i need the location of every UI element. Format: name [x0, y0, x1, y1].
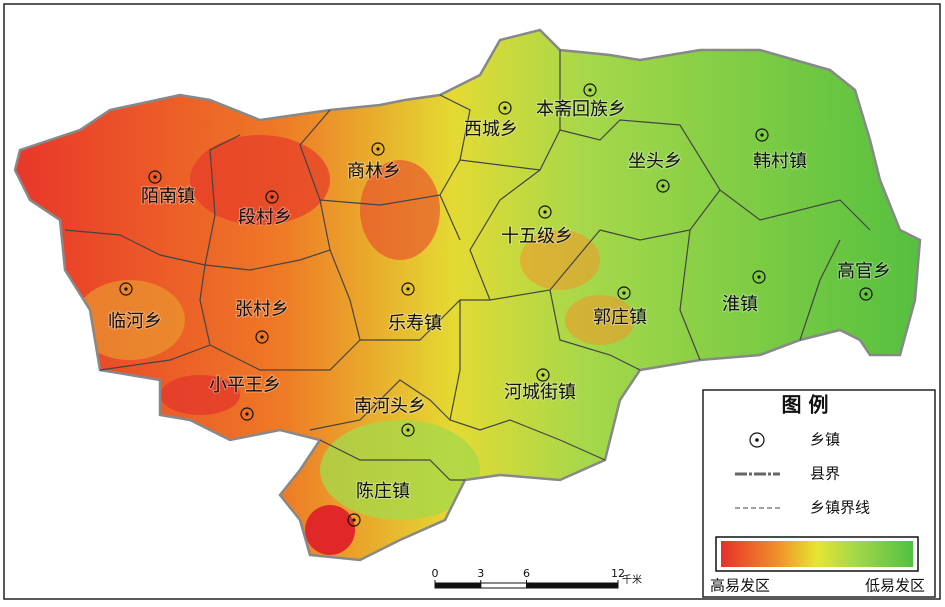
town-seat — [656, 179, 670, 193]
scale-tick-label: 6 — [523, 567, 530, 580]
town-seat — [498, 101, 512, 115]
scale-tick-label: 3 — [477, 567, 484, 580]
town-seat — [752, 270, 766, 284]
town-seat-dot — [588, 88, 592, 92]
town-seat-dot — [270, 195, 274, 199]
town-seat — [371, 142, 385, 156]
county-border — [13, 28, 922, 562]
town-seat-dot — [406, 287, 410, 291]
town-seat — [255, 330, 269, 344]
town-label: 本斋回族乡 — [536, 99, 626, 120]
town-seat — [859, 287, 873, 301]
town-seat — [119, 282, 133, 296]
town-label: 陈庄镇 — [356, 481, 410, 502]
town-seat — [617, 286, 631, 300]
town-seat — [265, 190, 279, 204]
legend-town-symbol — [749, 432, 765, 448]
town-seat — [538, 205, 552, 219]
legend-title: 图 例 — [782, 393, 829, 417]
town-seat — [755, 128, 769, 142]
town-label: 南河头乡 — [354, 396, 426, 417]
town-seat-dot — [245, 412, 249, 416]
town-seat-dot — [503, 106, 507, 110]
town-label: 临河乡 — [108, 311, 162, 332]
town-label: 高官乡 — [837, 261, 891, 282]
town-seat — [583, 83, 597, 97]
scale-tick-label: 12 — [611, 567, 625, 580]
town-seat-dot — [543, 210, 547, 214]
town-label: 河城街镇 — [504, 382, 576, 403]
scale-tick-label: 0 — [432, 567, 439, 580]
scale-segment — [480, 582, 527, 589]
town-seat — [240, 407, 254, 421]
town-seat-dot — [124, 287, 128, 291]
town-borders — [64, 50, 871, 481]
town-seat-dot — [622, 291, 626, 295]
town-label: 韩村镇 — [753, 151, 807, 172]
legend-town-dot — [755, 438, 759, 442]
town-label: 小平王乡 — [209, 375, 281, 396]
town-seat-dot — [376, 147, 380, 151]
town-seat — [148, 170, 162, 184]
town-seat-dot — [153, 175, 157, 179]
town-label: 坐头乡 — [628, 151, 682, 172]
legend-high: 高易发区 — [710, 577, 770, 595]
town-seat — [401, 282, 415, 296]
legend-item: 乡镇 — [810, 431, 840, 449]
town-seat — [347, 513, 361, 527]
town-seat-dot — [260, 335, 264, 339]
legend-low: 低易发区 — [865, 577, 925, 595]
town-seat-dot — [541, 373, 545, 377]
town-label: 乐寿镇 — [388, 313, 442, 334]
town-seat — [536, 368, 550, 382]
town-seat-dot — [760, 133, 764, 137]
town-seat-dot — [864, 292, 868, 296]
town-seat-dot — [661, 184, 665, 188]
town-label: 陌南镇 — [141, 186, 195, 207]
town-seat — [401, 423, 415, 437]
legend-item: 县界 — [810, 465, 840, 483]
town-seat-dot — [352, 518, 356, 522]
town-seat-dot — [406, 428, 410, 432]
town-label: 十五级乡 — [501, 226, 573, 247]
town-label: 郭庄镇 — [593, 307, 647, 328]
town-label: 商林乡 — [347, 161, 401, 182]
town-label: 淮镇 — [722, 294, 758, 315]
scale-segment — [434, 582, 482, 589]
legend-bar-frame — [715, 536, 919, 572]
town-seat-dot — [757, 275, 761, 279]
town-label: 段村乡 — [238, 207, 292, 228]
scale-segment — [526, 582, 619, 589]
legend-item: 乡镇界线 — [810, 499, 870, 517]
scale-unit: 千米 — [622, 573, 642, 586]
legend-gradient — [721, 541, 913, 567]
town-label: 西城乡 — [464, 119, 518, 140]
town-label: 张村乡 — [235, 299, 289, 320]
